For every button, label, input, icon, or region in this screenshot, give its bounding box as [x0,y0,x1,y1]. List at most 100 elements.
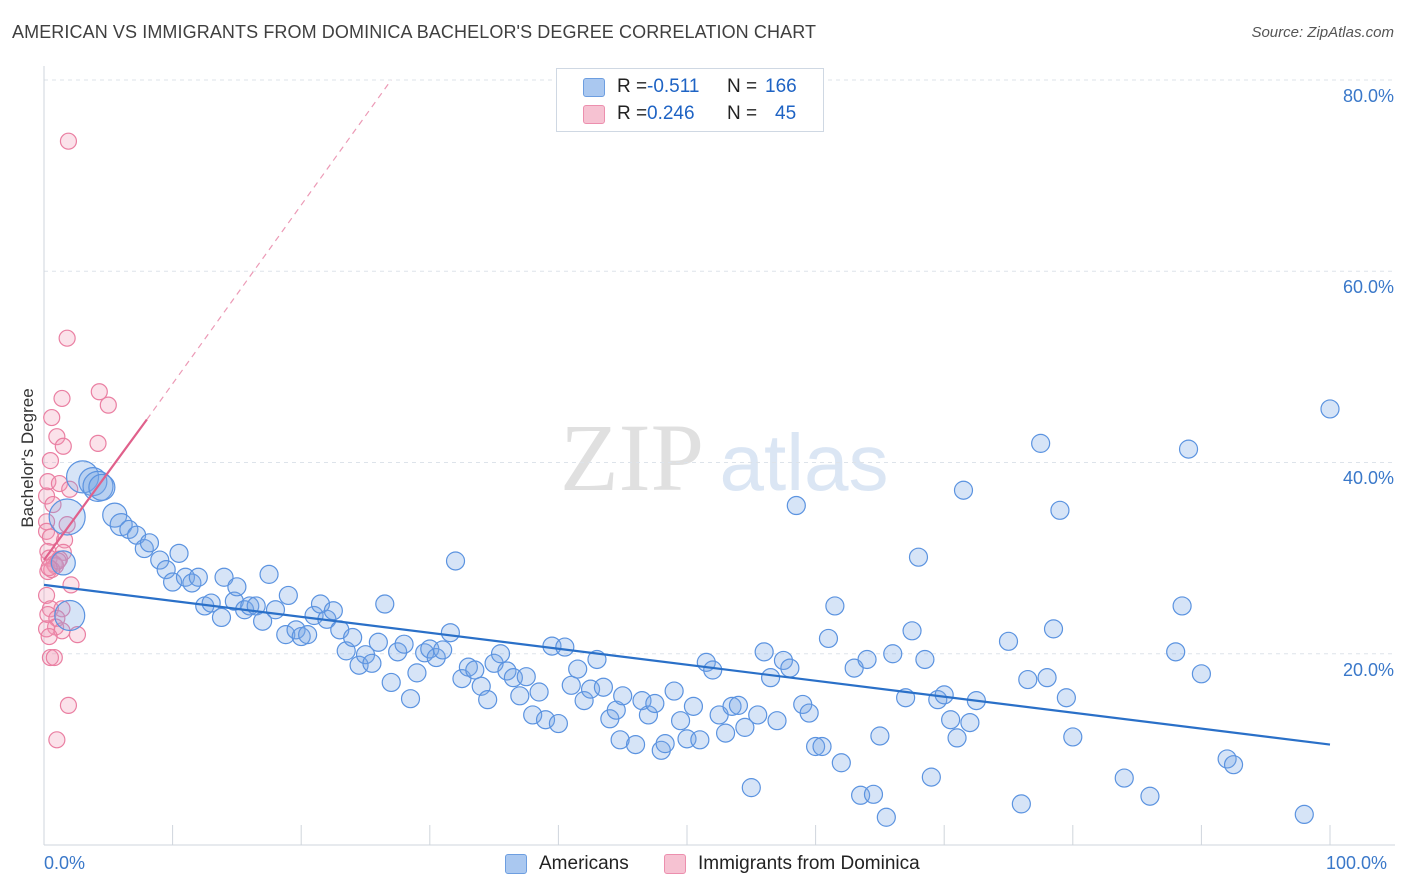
americans-point [1031,433,1051,453]
americans-point [638,705,659,725]
americans-point [134,538,154,559]
legend-swatch-pink [664,854,686,874]
americans-point [863,784,884,804]
americans-point [214,567,234,587]
dominica-trendline [43,418,148,561]
americans-trendline [43,583,1331,746]
americans-point [915,649,935,670]
dominica-point [40,627,58,646]
dominica-point [45,648,63,667]
americans-point [799,703,819,723]
dominica-point [44,495,62,514]
americans-point [119,519,139,540]
legend-label-dominica: Immigrants from Dominica [698,853,920,874]
americans-point [478,690,498,710]
americans-point [857,649,877,670]
dominica-point [41,648,60,667]
americans-point [465,660,485,680]
stats-legend: R = -0.511 N = 166 R = 0.246 N = 45 [556,68,824,132]
americans-point [440,623,460,643]
americans-point [433,640,453,660]
americans-point [735,717,755,737]
americans-point [728,695,749,715]
americans-point [1294,804,1314,825]
legend-n-value: 45 [775,103,797,124]
dominica-point [99,396,117,414]
americans-point [1223,755,1244,775]
americans-point [561,675,581,695]
americans-point [394,634,414,654]
americans-point [65,460,100,494]
dominica-point [89,434,107,452]
dominica-point [43,408,61,427]
dominica-trendline-extension [146,79,392,420]
dominica-point [61,480,79,498]
americans-point [908,547,929,567]
americans-point [613,686,633,706]
americans-point [388,642,408,662]
americans-point [48,498,86,536]
legend-r-label: R = [617,76,648,97]
x-tick-100: 100.0% [1326,853,1388,873]
americans-point [1056,688,1076,708]
americans-point [941,710,961,730]
americans-point [535,710,556,730]
americans-point [323,601,343,621]
chart-title: AMERICAN VS IMMIGRANTS FROM DOMINICA BAC… [12,22,817,42]
dominica-point [90,383,108,401]
americans-point [953,480,974,500]
legend-r-value: 0.246 [647,103,695,124]
americans-point [188,567,208,587]
source-label: Source: ZipAtlas.com [1251,24,1394,41]
americans-point [767,711,787,731]
americans-point [211,607,232,628]
americans-point [490,644,511,664]
dominica-point [53,389,71,408]
americans-point [156,559,176,580]
americans-point [400,689,421,709]
americans-point [715,723,736,743]
americans-point [259,564,279,584]
americans-point [722,696,742,716]
americans-point [407,663,427,683]
americans-point [548,713,569,734]
americans-point [510,686,530,706]
americans-point [375,594,395,614]
legend-item-dominica: Immigrants from Dominica [664,851,920,877]
americans-point [1140,786,1160,806]
americans-point [655,734,675,754]
americans-point [1063,727,1083,747]
americans-point [1166,642,1186,662]
dominica-point [59,696,78,714]
americans-point [298,625,318,645]
legend-swatch-blue [505,854,527,874]
americans-point [690,730,710,750]
americans-point [645,693,665,714]
americans-point [381,672,401,693]
legend-r-label: R = [617,103,648,124]
americans-point [1172,596,1192,616]
americans-point [1114,768,1134,788]
dominica-point [58,329,76,347]
legend-label-americans: Americans [539,853,629,874]
legend-swatch-blue [583,77,605,97]
americans-point [201,593,221,613]
americans-point [574,691,594,711]
americans-point [343,627,363,648]
y-tick-20: 20.0% [1342,660,1394,680]
americans-point [760,668,781,688]
americans-point [1191,664,1212,684]
americans-point [610,730,630,750]
americans-point [265,600,286,620]
watermark-zip: ZIP [560,404,704,511]
legend-r-value: -0.511 [647,76,700,97]
dominica-point [48,428,66,446]
americans-point [276,625,296,645]
americans-point [593,677,614,697]
americans-point [754,642,774,662]
americans-point [664,681,684,701]
americans-point [278,585,298,606]
americans-point [1018,669,1038,690]
americans-point [780,658,800,678]
